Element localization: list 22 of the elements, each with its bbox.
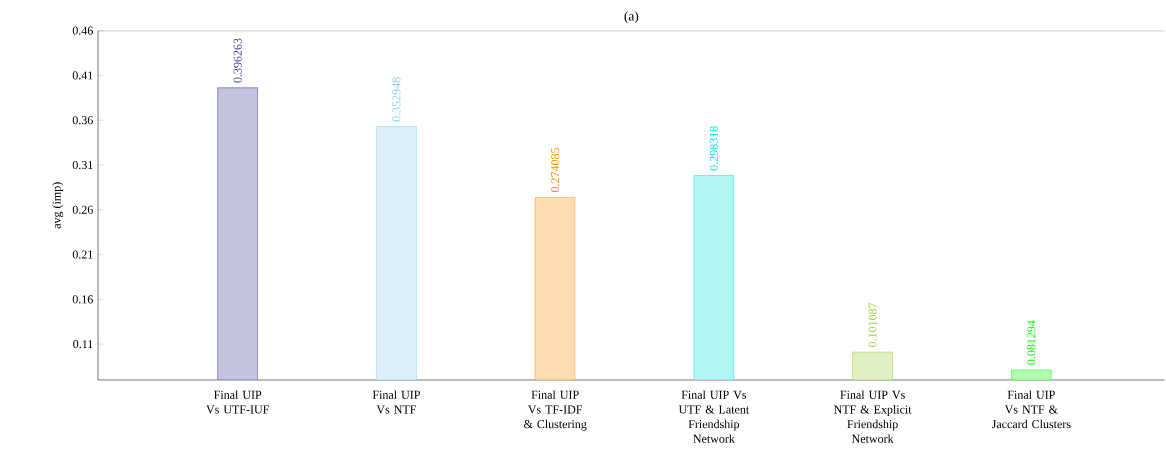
data-label: 0.298318 bbox=[709, 126, 718, 171]
data-label: 0.081294 bbox=[1027, 320, 1036, 365]
data-label: 0.352948 bbox=[392, 77, 401, 122]
y-axis-title: avg (imp) bbox=[52, 182, 64, 229]
y-tick-label: 0.31 bbox=[72, 160, 93, 170]
x-tick-label: Final UIP Vs UTF & Latent Friendship Network bbox=[678, 390, 750, 443]
x-tick-label: Final UIP Vs TF-IDF & Clustering bbox=[523, 390, 587, 431]
x-tick-label: Final UIP Vs NTF bbox=[372, 390, 420, 414]
y-tick-label: 0.36 bbox=[72, 116, 93, 125]
y-tick-label: 0.46 bbox=[72, 26, 93, 35]
y-tick-label: 0.11 bbox=[73, 340, 93, 349]
y-tick-label: 0.21 bbox=[72, 250, 93, 259]
data-label: 0.396263 bbox=[233, 38, 242, 83]
x-tick-label: Final UIP Vs NTF & Explicit Friendship Network bbox=[833, 390, 912, 443]
data-label: 0.101087 bbox=[868, 302, 877, 347]
y-tick-label: 0.41 bbox=[72, 71, 93, 80]
x-tick-label: Final UIP Vs NTF & Jaccard Clusters bbox=[991, 390, 1071, 429]
y-tick-label: 0.16 bbox=[72, 295, 93, 304]
chart-title: (a) bbox=[624, 11, 639, 24]
y-tick-label: 0.26 bbox=[72, 205, 93, 214]
x-tick-label: Final UIP Vs UTF-IUF bbox=[206, 390, 269, 414]
data-label: 0.274085 bbox=[551, 147, 560, 193]
